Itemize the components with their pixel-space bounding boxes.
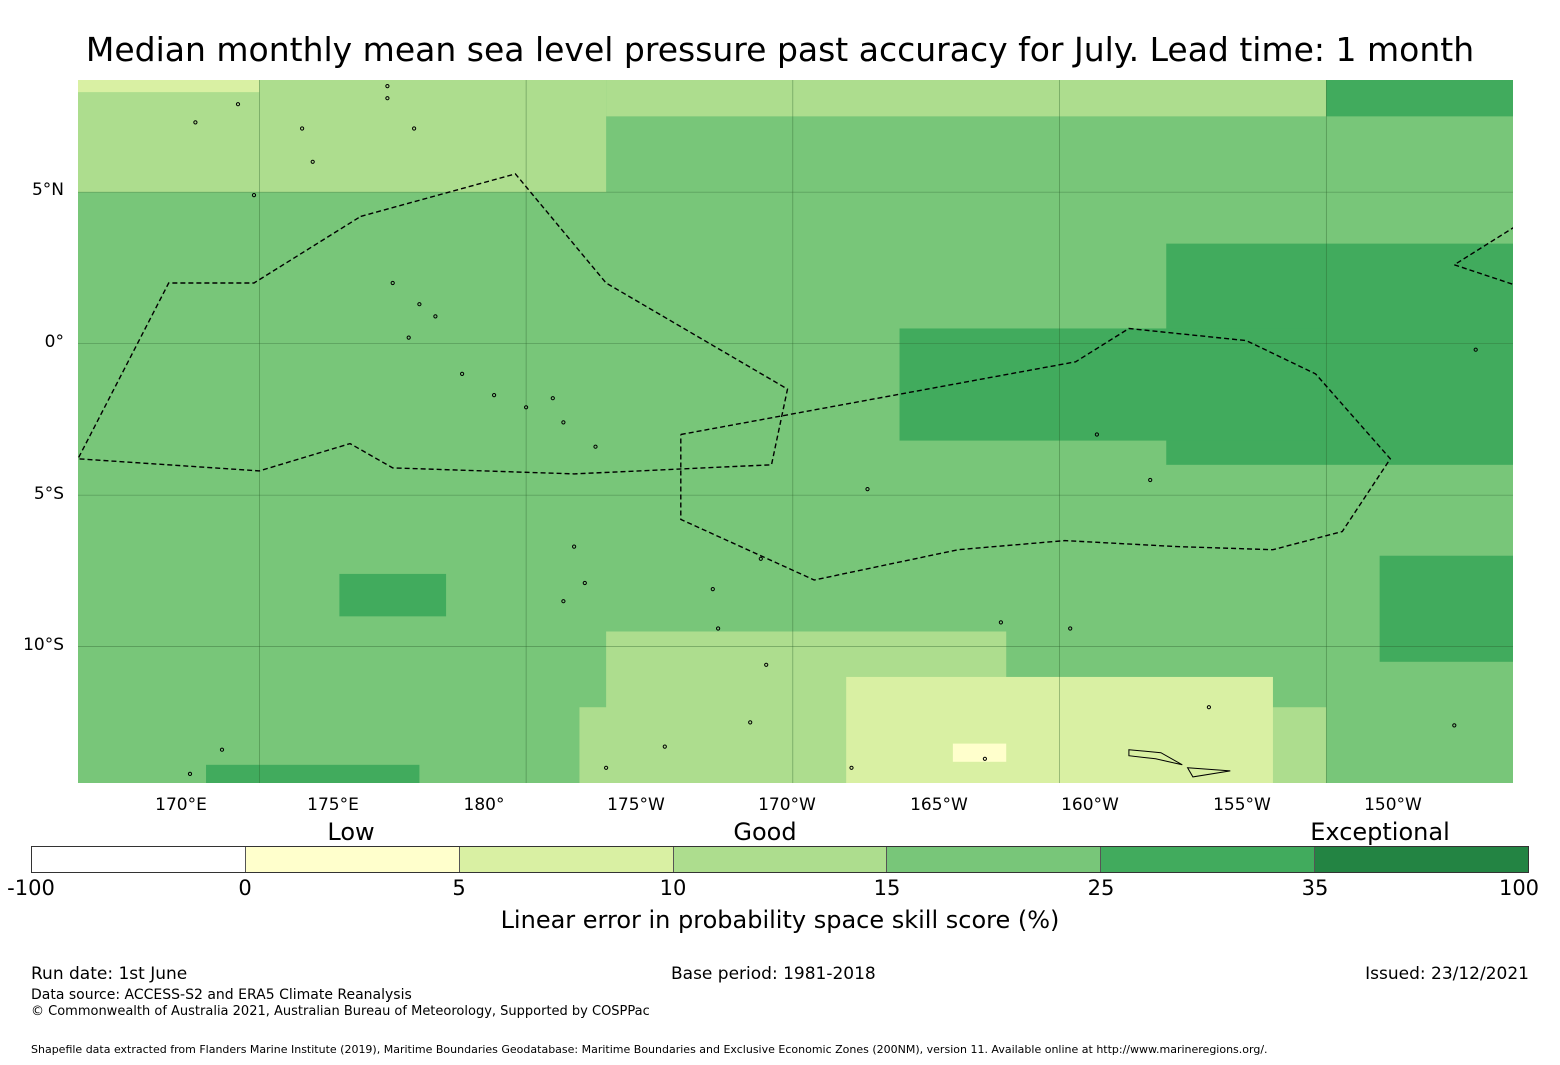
eez-boundaries: [78, 173, 1513, 581]
island: [433, 314, 438, 319]
island: [406, 335, 411, 340]
island: [582, 580, 587, 586]
skill-cell: [78, 80, 607, 193]
island: [748, 720, 753, 725]
island: [460, 371, 465, 376]
shapefile-attribution: Shapefile data extracted from Flanders M…: [31, 1043, 1268, 1056]
island: [662, 744, 667, 749]
island: [1128, 749, 1183, 766]
island: [550, 396, 555, 401]
lon-label-170e: 170°E: [155, 795, 207, 815]
lon-label-175e: 175°E: [307, 795, 359, 815]
island: [716, 626, 721, 631]
skill-cell: [78, 80, 260, 93]
colorbar-segment: [245, 847, 460, 872]
base-period: Base period: 1981-2018: [671, 964, 876, 984]
run-date: Run date: 1st June: [31, 964, 188, 984]
map-title: Median monthly mean sea level pressure p…: [85, 30, 1475, 69]
legend-category-low: Low: [327, 818, 375, 846]
skill-cell: [1379, 555, 1513, 662]
issued-date: Issued: 23/12/2021: [1365, 964, 1529, 984]
island: [492, 393, 497, 398]
colorbar-tick: 35: [1301, 876, 1329, 900]
island: [193, 120, 198, 125]
island: [1068, 626, 1073, 631]
eez-boundary: [680, 327, 1392, 581]
island: [1094, 432, 1100, 437]
island-coastlines: [187, 84, 1478, 778]
colorbar-segment: [32, 847, 246, 872]
skill-cell: [339, 573, 447, 617]
skill-score-map: [78, 80, 1513, 783]
island: [235, 102, 241, 107]
island: [1186, 767, 1231, 778]
lon-label-155w: 155°W: [1213, 795, 1271, 815]
lon-label-180: 180°: [463, 795, 505, 815]
colorbar-segment: [887, 847, 1102, 872]
legend-category-good: Good: [733, 818, 797, 846]
colorbar-segment: [459, 847, 674, 872]
island: [524, 405, 529, 410]
island: [251, 193, 257, 198]
graticule: [78, 80, 1513, 783]
island: [572, 544, 577, 549]
colorbar-tick: 25: [1087, 876, 1115, 900]
skill-cell: [206, 764, 420, 783]
data-source: Data source: ACCESS-S2 and ERA5 Climate …: [31, 987, 412, 1003]
skill-cell: [952, 743, 1007, 762]
colorbar-segment: [673, 847, 888, 872]
island: [385, 84, 390, 89]
island: [849, 765, 854, 770]
island: [219, 747, 225, 752]
colorbar-tick: 100: [1498, 876, 1540, 900]
colorbar-tick: -100: [7, 876, 55, 900]
eez-boundary: [78, 173, 789, 475]
skill-fill-layer: [78, 80, 1513, 783]
island: [561, 599, 566, 604]
island: [385, 96, 390, 101]
island: [390, 280, 395, 286]
colorbar-tick: 0: [238, 876, 252, 900]
colorbar-segment: [1315, 847, 1529, 872]
island: [1473, 347, 1478, 352]
island: [412, 126, 417, 131]
lon-label-160w: 160°W: [1061, 795, 1119, 815]
skill-cell: [606, 80, 1327, 117]
lon-label-165w: 165°W: [910, 795, 968, 815]
skill-cell: [899, 328, 1327, 441]
island: [300, 126, 305, 131]
lon-label-175w: 175°W: [607, 795, 665, 815]
island: [1452, 723, 1457, 728]
skill-cell: [1326, 80, 1513, 117]
island: [187, 771, 193, 777]
island: [710, 587, 715, 592]
colorbar: [31, 846, 1529, 873]
lat-label-5n: 5°N: [31, 180, 64, 200]
lat-label-0: 0°: [44, 332, 64, 352]
colorbar-tick: 5: [452, 876, 466, 900]
map-canvas: [78, 80, 1513, 783]
island: [758, 556, 763, 561]
copyright: © Commonwealth of Australia 2021, Austra…: [31, 1004, 650, 1019]
legend-category-exceptional: Exceptional: [1310, 818, 1450, 846]
island: [998, 620, 1004, 625]
colorbar-tick: 10: [659, 876, 687, 900]
island: [1206, 705, 1212, 710]
island: [604, 765, 609, 770]
island: [310, 159, 315, 164]
lat-label-10s: 10°S: [23, 635, 64, 655]
island: [417, 302, 422, 307]
colorbar-label: Linear error in probability space skill …: [500, 906, 1060, 934]
island: [1148, 477, 1153, 483]
island: [865, 487, 870, 492]
lon-label-170w: 170°W: [758, 795, 816, 815]
lat-label-5s: 5°S: [33, 484, 64, 504]
island: [593, 444, 598, 449]
island: [982, 756, 988, 761]
island: [561, 420, 566, 425]
island: [764, 662, 769, 667]
lon-label-150w: 150°W: [1364, 795, 1422, 815]
colorbar-segment: [1101, 847, 1316, 872]
colorbar-tick: 15: [873, 876, 901, 900]
